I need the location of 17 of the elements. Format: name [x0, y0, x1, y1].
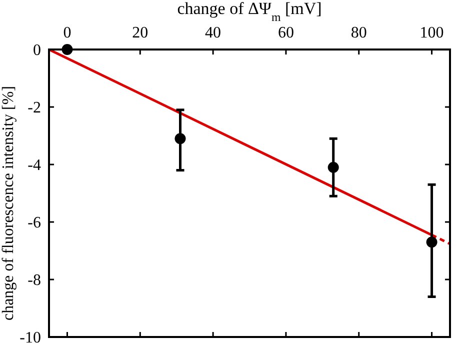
point [174, 133, 186, 144]
x-axis-title: change of ΔΨ$_{m}$ [mV] [177, 0, 322, 24]
y-tick-label: -8 [28, 272, 41, 290]
x-tick-label: 60 [278, 24, 294, 42]
point [426, 236, 438, 248]
y-tick-label: -4 [28, 157, 41, 174]
x-tick-label: 0 [63, 24, 72, 42]
x-tick-label: 40 [205, 24, 222, 42]
x-tick-label: 20 [132, 24, 148, 42]
x-tick-label: 100 [420, 24, 444, 42]
x-tick-label: 80 [350, 24, 367, 42]
y-tick-label: -10 [20, 330, 41, 344]
y-tick-label: -6 [28, 214, 41, 232]
y-tick-label: 0 [33, 42, 41, 60]
y-tick-label: -2 [28, 100, 41, 117]
y-axis-title: change of fluorescence intensity [%] [0, 86, 17, 321]
point [328, 162, 339, 173]
